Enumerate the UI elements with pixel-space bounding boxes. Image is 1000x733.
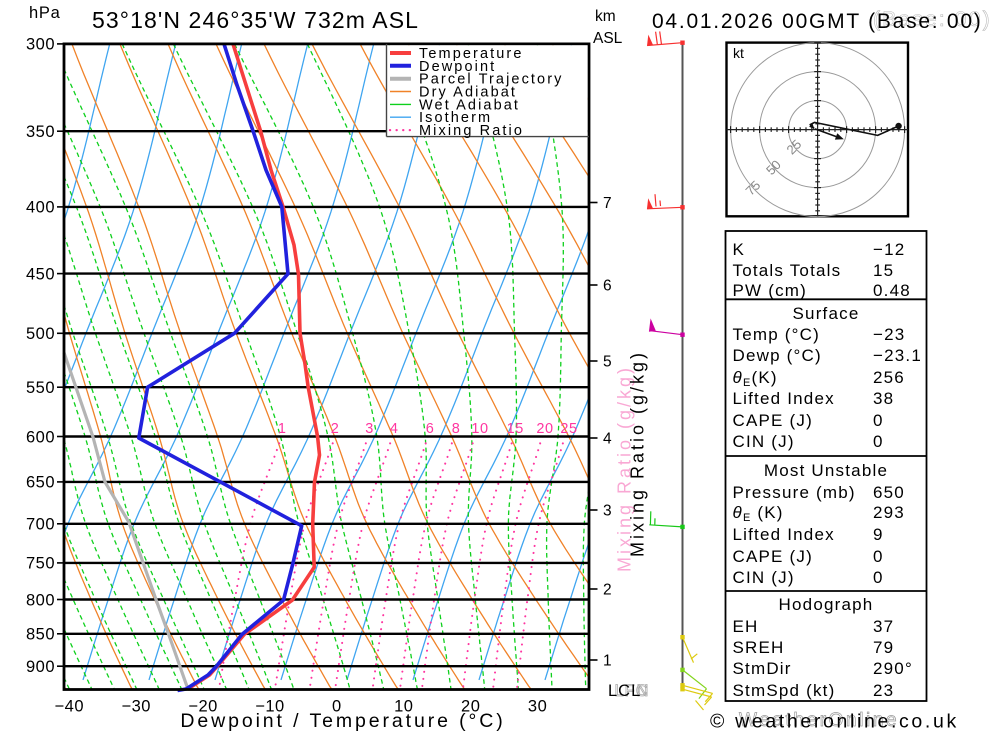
svg-text:−30: −30	[121, 698, 151, 716]
svg-text:0: 0	[873, 547, 884, 566]
svg-text:650: 650	[26, 474, 55, 492]
svg-text:Temp (°C): Temp (°C)	[733, 325, 821, 344]
svg-text:6: 6	[603, 278, 612, 295]
svg-text:Dewp (°C): Dewp (°C)	[733, 346, 822, 365]
svg-text:ASL: ASL	[593, 30, 623, 47]
svg-text:CIN (J): CIN (J)	[733, 432, 795, 451]
svg-text:Mixing Ratio: Mixing Ratio	[419, 123, 524, 139]
svg-text:10: 10	[471, 421, 488, 437]
svg-text:6: 6	[426, 421, 435, 437]
svg-text:hPa: hPa	[29, 4, 61, 22]
svg-text:550: 550	[26, 379, 55, 397]
svg-text:LCL: LCL	[608, 682, 641, 700]
svg-text:750: 750	[26, 555, 55, 573]
svg-text:EH: EH	[733, 617, 759, 636]
svg-text:0: 0	[873, 411, 884, 430]
svg-text:Parcel Trajectory: Parcel Trajectory	[419, 72, 564, 88]
svg-text:0: 0	[332, 698, 342, 716]
svg-text:2: 2	[603, 582, 612, 599]
svg-text:θE(K): θE(K)	[733, 368, 778, 389]
svg-text:Hodograph: Hodograph	[779, 595, 874, 614]
svg-text:4: 4	[390, 421, 399, 437]
svg-text:20: 20	[536, 421, 553, 437]
svg-text:290°: 290°	[873, 659, 913, 678]
svg-text:15: 15	[507, 421, 524, 437]
svg-text:4: 4	[603, 431, 612, 448]
svg-text:Mixing Ratio (g/kg): Mixing Ratio (g/kg)	[615, 365, 635, 572]
svg-text:−12: −12	[873, 240, 905, 259]
svg-text:Surface: Surface	[793, 304, 860, 323]
svg-text:5: 5	[603, 354, 612, 371]
svg-text:400: 400	[26, 199, 55, 217]
svg-text:700: 700	[26, 516, 55, 534]
svg-text:Pressure (mb): Pressure (mb)	[733, 483, 856, 502]
svg-text:8: 8	[452, 421, 461, 437]
svg-text:kt: kt	[733, 45, 744, 61]
svg-text:300: 300	[26, 36, 55, 54]
svg-text:37: 37	[873, 617, 894, 636]
svg-text:23: 23	[873, 681, 894, 700]
svg-text:1: 1	[278, 421, 287, 437]
svg-text:Lifted Index: Lifted Index	[733, 389, 835, 408]
svg-text:0: 0	[873, 568, 884, 587]
svg-text:© weatheronline.co.uk: © weatheronline.co.uk	[710, 711, 959, 733]
svg-text:StmSpd (kt): StmSpd (kt)	[733, 681, 836, 700]
svg-text:2: 2	[331, 421, 340, 437]
svg-text:Dewpoint: Dewpoint	[419, 59, 496, 75]
svg-text:Most Unstable: Most Unstable	[764, 461, 888, 480]
svg-text:900: 900	[26, 658, 55, 676]
svg-text:38: 38	[873, 389, 894, 408]
svg-text:850: 850	[26, 626, 55, 644]
svg-text:79: 79	[873, 638, 894, 657]
svg-text:−20: −20	[188, 698, 218, 716]
svg-text:−23: −23	[873, 325, 905, 344]
svg-text:3: 3	[603, 503, 612, 520]
svg-text:20: 20	[461, 698, 480, 716]
svg-text:256: 256	[873, 368, 905, 387]
svg-text:−23.1: −23.1	[873, 346, 922, 365]
svg-text:600: 600	[26, 428, 55, 446]
svg-text:1: 1	[603, 653, 612, 670]
svg-text:LFC: LFC	[615, 682, 649, 700]
svg-text:10: 10	[394, 698, 413, 716]
svg-text:25: 25	[560, 421, 577, 437]
svg-text:km: km	[595, 8, 616, 25]
svg-text:−10: −10	[255, 698, 285, 716]
svg-text:Mixing Ratio (g/kg): Mixing Ratio (g/kg)	[628, 350, 648, 557]
svg-text:K: K	[733, 240, 746, 259]
svg-text:Isotherm: Isotherm	[419, 110, 492, 126]
svg-text:Dewpoint / Temperature (°C): Dewpoint / Temperature (°C)	[180, 710, 505, 732]
svg-text:CIN (J): CIN (J)	[733, 568, 795, 587]
svg-text:Lifted Index: Lifted Index	[733, 525, 835, 544]
svg-text:Temperature: Temperature	[419, 46, 524, 62]
svg-text:θE (K): θE (K)	[733, 503, 784, 524]
svg-text:53°18'N 246°35'W 732m ASL: 53°18'N 246°35'W 732m ASL	[92, 7, 419, 33]
svg-text:Dry Adiabat: Dry Adiabat	[419, 85, 517, 101]
svg-text:Wet Adiabat: Wet Adiabat	[419, 97, 520, 113]
svg-text:450: 450	[26, 265, 55, 283]
svg-text:0.48: 0.48	[873, 281, 911, 300]
svg-text:N: N	[637, 682, 649, 700]
svg-text:0: 0	[873, 432, 884, 451]
svg-text:StmDir: StmDir	[733, 659, 792, 678]
svg-text:500: 500	[26, 325, 55, 343]
svg-text:CAPE (J): CAPE (J)	[733, 547, 813, 566]
svg-text:PW (cm): PW (cm)	[733, 281, 808, 300]
svg-text:CAPE (J): CAPE (J)	[733, 411, 813, 430]
svg-text:650: 650	[873, 483, 905, 502]
svg-text:30: 30	[528, 698, 547, 716]
svg-text:350: 350	[26, 123, 55, 141]
svg-text:9: 9	[873, 525, 884, 544]
svg-text:(Base: 00): (Base: 00)	[873, 8, 992, 31]
svg-text:7: 7	[603, 195, 612, 212]
svg-text:15: 15	[873, 261, 894, 280]
svg-text:800: 800	[26, 591, 55, 609]
svg-text:−40: −40	[55, 698, 85, 716]
svg-text:Totals Totals: Totals Totals	[733, 261, 842, 280]
svg-text:04.01.2026 00GMT (Base: 00): 04.01.2026 00GMT (Base: 00)	[652, 10, 983, 33]
svg-text:WeatherOnline: WeatherOnline	[739, 710, 899, 731]
svg-text:293: 293	[873, 503, 905, 522]
svg-text:3: 3	[365, 421, 374, 437]
svg-text:SREH: SREH	[733, 638, 785, 657]
